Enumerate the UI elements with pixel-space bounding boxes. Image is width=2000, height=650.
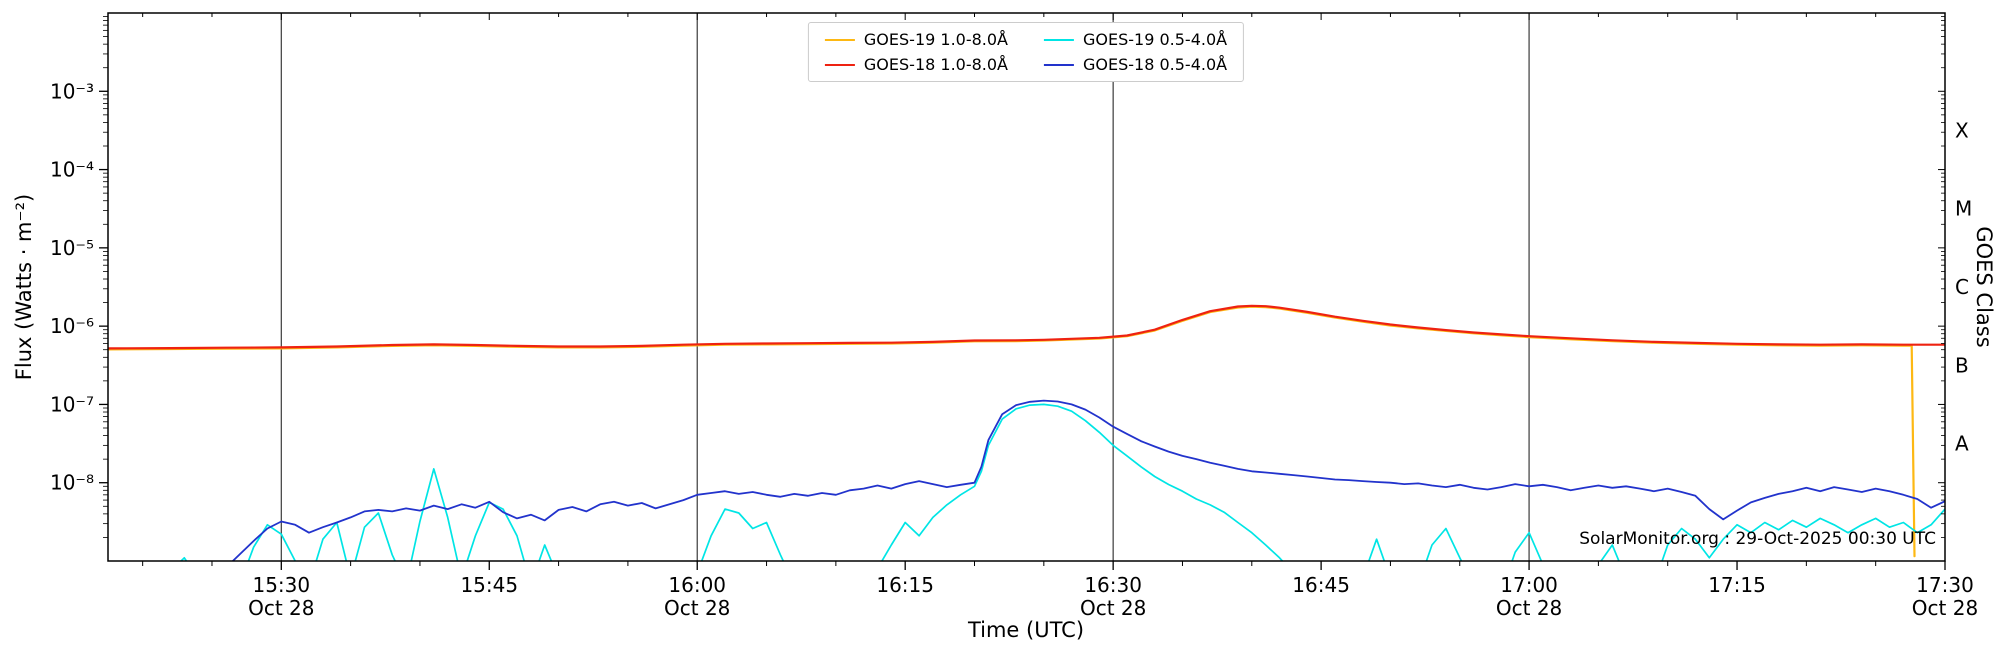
y-tick-label: 10⁻⁸ (50, 471, 94, 495)
x-tick-date-label: Oct 28 (1912, 596, 1978, 620)
legend-swatch-goes19-short (1044, 38, 1074, 41)
y-axis-title-flux: Flux (Watts · m⁻²) (12, 193, 36, 381)
legend-item-goes18-short: GOES-18 0.5-4.0Å (1044, 55, 1227, 74)
legend-label-goes19-long: GOES-19 1.0-8.0Å (863, 30, 1008, 49)
legend-label-goes19-short: GOES-19 0.5-4.0Å (1083, 30, 1228, 49)
x-tick-date-label: Oct 28 (1496, 596, 1562, 620)
x-tick-label: 17:00 (1500, 573, 1558, 597)
x-tick-label: 15:30 (252, 573, 310, 597)
x-tick-date-label: Oct 28 (1080, 596, 1146, 620)
y-tick-label: 10⁻³ (50, 79, 94, 103)
legend-swatch-goes19-long (824, 38, 855, 41)
x-tick-label: 16:45 (1292, 573, 1350, 597)
x-tick-label: 16:15 (876, 573, 934, 597)
x-tick-label: 16:00 (668, 573, 726, 597)
y-tick-label: 10⁻⁴ (50, 158, 94, 182)
series-line-GOES-18 0.5-4.0Å (231, 399, 1945, 561)
x-tick-label: 16:30 (1084, 573, 1142, 597)
x-tick-date-label: Oct 28 (248, 596, 314, 620)
plot-frame (107, 12, 1946, 562)
legend-label-goes18-short: GOES-18 0.5-4.0Å (1083, 55, 1228, 74)
legend-item-goes19-long: GOES-19 1.0-8.0Å (824, 30, 1008, 49)
x-tick-label: 17:15 (1708, 573, 1766, 597)
y-axis-title-goes-class: GOES Class (1972, 226, 1996, 348)
x-axis-title-time-utc: Time (UTC) (967, 618, 1085, 642)
goes-class-letter-A: A (1955, 432, 1969, 456)
series-line-GOES-19 1.0-8.0Å (108, 305, 1916, 558)
legend-item-goes18-long: GOES-18 1.0-8.0Å (824, 55, 1008, 74)
legend-swatch-goes18-short (1044, 63, 1074, 66)
y-tick-label: 10⁻⁷ (50, 392, 94, 416)
x-tick-label: 15:45 (460, 573, 518, 597)
x-tick-date-label: Oct 28 (664, 596, 730, 620)
legend-item-goes19-short: GOES-19 0.5-4.0Å (1044, 30, 1227, 49)
y-tick-label: 10⁻⁵ (50, 236, 94, 260)
chart-legend: GOES-19 1.0-8.0Å GOES-18 1.0-8.0Å GOES-1… (807, 22, 1245, 82)
goes-class-letter-M: M (1955, 197, 1972, 221)
solarmonitor-watermark: SolarMonitor.org : 29-Oct-2025 00:30 UTC (1579, 529, 1936, 549)
series-line-GOES-18 1.0-8.0Å (108, 304, 1945, 350)
goes-class-letter-B: B (1955, 353, 1969, 377)
goes-class-letter-C: C (1955, 275, 1969, 299)
goes-class-letter-X: X (1955, 118, 1969, 142)
series-line-GOES-19 0.5-4.0Å (179, 403, 1945, 561)
legend-swatch-goes18-long (824, 63, 855, 66)
x-tick-label: 17:30 (1916, 573, 1974, 597)
legend-label-goes18-long: GOES-18 1.0-8.0Å (863, 55, 1008, 74)
y-tick-label: 10⁻⁶ (50, 314, 94, 338)
